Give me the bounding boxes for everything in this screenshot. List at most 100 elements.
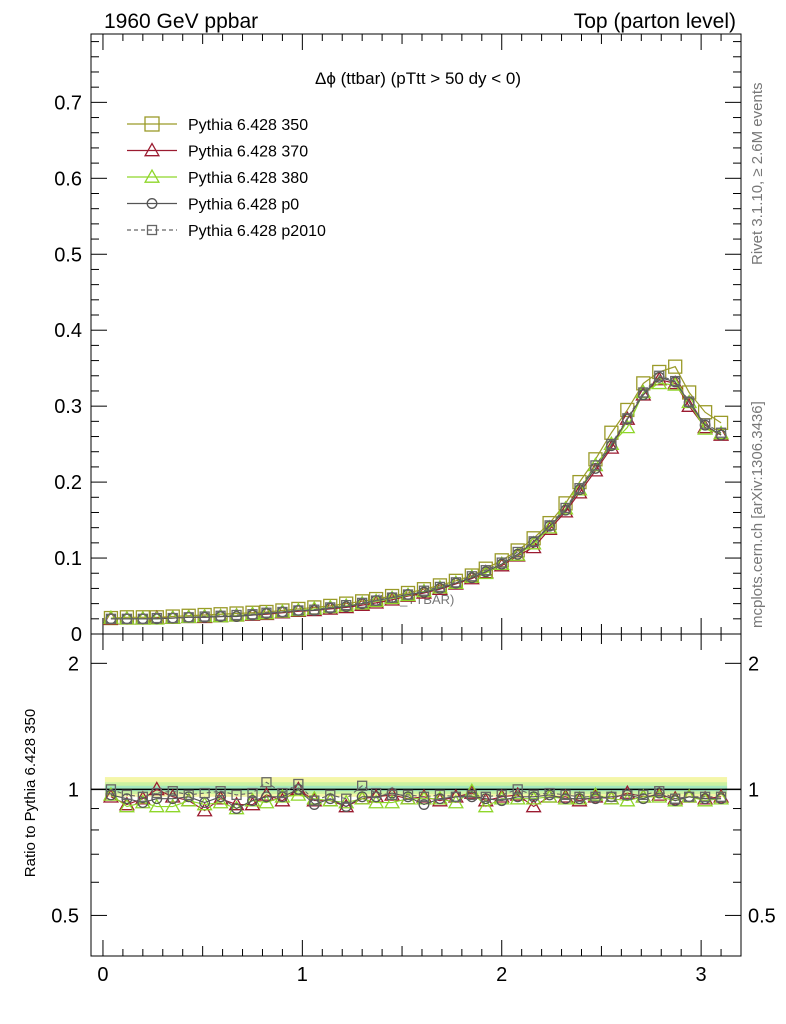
ratio-point [338,794,355,809]
ratio-point [477,798,494,813]
data-point [105,613,117,624]
ratio-point [341,793,352,804]
data-point [528,536,539,547]
legend-entry-pythia-6-428-350: Pythia 6.428 350 [127,116,308,134]
data-point [137,613,148,624]
ratio-line-pythia-6-428-p0 [110,788,722,810]
data-point [480,565,491,576]
legend-marker [144,116,160,132]
y-tick-label: 0.7 [54,92,82,114]
ratio-point [196,796,213,811]
data-point [574,483,585,494]
legend-entry-pythia-6-428-p2010: Pythia 6.428 p2010 [127,223,326,240]
ratio-point [199,787,210,799]
legend-label: Pythia 6.428 p2010 [188,223,326,240]
ratio-y-tick-label: 1 [68,779,79,801]
data-point [167,612,178,624]
data-point [247,609,258,620]
series-line-pythia-6-428-350 [110,365,722,619]
ratio-point [105,789,117,801]
y-tick-label: 0.5 [54,244,82,266]
ratio-line-pythia-6-428-380 [110,790,722,810]
ratio-point [164,798,181,813]
data-point [590,460,601,471]
ratio-y-axis-label: Ratio to Pythia 6.428 350 [22,709,39,877]
legend-marker [143,142,161,157]
data-point [652,364,667,380]
ratio-point [137,791,148,802]
series-pythia-6-428-p2010 [105,370,727,624]
ratio-point [654,786,665,797]
x-tick-labels: 0 1 2 3 [97,964,706,986]
legend-marker [143,168,161,183]
data-point [463,570,480,585]
data-point [606,438,617,450]
series-line-pythia-6-428-380 [110,382,722,620]
data-point [309,604,320,615]
ratio-point [137,797,149,809]
y-tick-label: 0.6 [54,168,82,190]
ratio-point [277,787,288,799]
ratio-point [715,791,727,802]
ratio-point [402,789,414,801]
ratio-point [512,791,524,803]
ratio-band-inner [104,785,728,792]
ratio-point [151,787,162,799]
x-tick-label: 3 [696,964,707,986]
data-point [651,375,668,390]
ratio-point [622,789,633,801]
series-line-pythia-6-428-p2010 [110,375,722,620]
legend-entry-pythia-6-428-p0: Pythia 6.428 p0 [127,197,299,214]
series-pythia-6-428-p0 [105,371,727,625]
data-point [670,375,681,387]
ratio-point [434,789,446,801]
ratio-point [512,784,523,795]
ratio-point [151,793,163,805]
data-point [477,565,494,580]
y-tick-label: 0.2 [54,472,82,494]
data-point [512,546,523,558]
ratio-point [638,789,649,801]
ratio-point [356,791,368,803]
ratio-point [450,791,462,802]
ratio-plot-panel: 0.5 0.5 1 1 2 2 Ratio to Pythia 6.428 350 0 1 2… [22,633,776,986]
ratio-point [560,789,571,801]
data-point [654,370,665,381]
ratio-point [496,789,507,801]
ratio-point [340,801,352,812]
data-point [325,602,336,613]
data-point [151,612,162,624]
ratio-point [134,790,151,805]
ratio-point [293,778,304,790]
data-point [622,413,633,424]
ratio-point [231,803,243,814]
data-point [715,427,727,438]
data-point [667,376,684,391]
ratio-point [228,796,245,811]
data-point [357,597,368,609]
legend-marker [146,198,158,209]
ratio-point [118,798,135,813]
data-point [199,611,210,622]
mcplots-label: mcplots.cern.ch [arXiv:1306.3436] [749,401,766,628]
ratio-point [368,794,385,809]
data-point [560,502,571,514]
ratio-point [525,798,542,813]
data-point [402,589,414,600]
x-tick-label: 1 [297,964,308,986]
series-pythia-6-428-350 [103,359,729,626]
data-point [571,484,588,499]
ratio-point [309,795,320,806]
data-point [668,359,683,374]
ratio-point [587,786,604,801]
ratio-point [121,789,133,801]
data-point [121,613,133,624]
ratio-point [606,791,617,802]
x-tick-label: 0 [97,964,108,986]
plot-title: Δϕ (ttbar) (pTtt > 50 dy < 0) [315,69,521,88]
legend-label: Pythia 6.428 350 [188,117,308,134]
ratio-point [603,790,620,805]
ratio-point [261,777,272,788]
ratio-point [215,786,226,797]
